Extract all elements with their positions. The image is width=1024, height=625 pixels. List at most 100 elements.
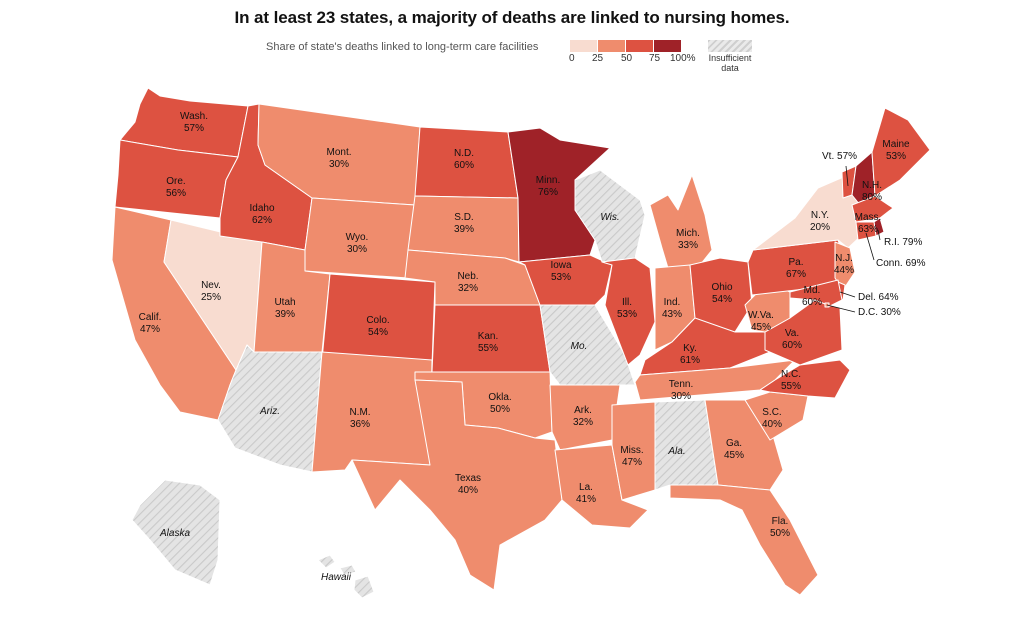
state-n-c [759, 359, 851, 399]
label-okla: Okla. [488, 392, 511, 403]
state-ill [601, 257, 656, 366]
value-pa: 67% [786, 269, 806, 280]
label-r-i: R.I. 79% [884, 237, 922, 248]
leader-line-vt [845, 165, 849, 187]
state-wyo [304, 197, 416, 279]
label-del: Del. 64% [858, 292, 899, 303]
label-vt: Vt. 57% [822, 151, 857, 162]
value-s-c: 40% [762, 419, 782, 430]
value-w-va: 45% [751, 322, 771, 333]
legend-tick-100: 100% [670, 53, 696, 64]
label-kan: Kan. [478, 331, 499, 342]
state-iowa [518, 254, 613, 306]
value-ga: 45% [724, 450, 744, 461]
state-n-j [834, 241, 856, 291]
value-neb: 32% [458, 283, 478, 294]
value-la: 41% [576, 494, 596, 505]
value-s-d: 39% [454, 224, 474, 235]
label-s-c: S.C. [762, 407, 781, 418]
legend-tick-0: 0 [569, 53, 575, 64]
state-hawaii-island-3 [353, 575, 375, 599]
label-maine: Maine [882, 139, 910, 150]
leader-line-d-c [826, 304, 856, 313]
legend-swatch-25-50 [598, 40, 625, 52]
label-ohio: Ohio [711, 282, 733, 293]
label-pa: Pa. [788, 257, 803, 268]
label-fla: Fla. [772, 516, 789, 527]
label-mich: Mich. [676, 228, 700, 239]
label-neb: Neb. [457, 271, 478, 282]
value-maine: 53% [886, 151, 906, 162]
value-ohio: 54% [712, 294, 732, 305]
chart-title: In at least 23 states, a majority of dea… [234, 8, 790, 27]
legend: 0 25 50 75 100% Insufficient data [569, 40, 760, 80]
state-n-m [311, 351, 433, 473]
value-n-d: 60% [454, 160, 474, 171]
label-tenn: Tenn. [669, 379, 693, 390]
label-colo: Colo. [366, 315, 389, 326]
value-mich: 33% [678, 240, 698, 251]
state-mass [851, 195, 894, 223]
state-mich [649, 174, 713, 269]
label-ore: Ore. [166, 176, 185, 187]
legend-swatch-50-75 [626, 40, 653, 52]
value-n-h: 80% [862, 192, 882, 203]
value-fla: 50% [770, 528, 790, 539]
legend-insufficient-line1: Insufficient [708, 53, 752, 63]
state-hawaii [317, 554, 336, 569]
value-calif: 47% [140, 324, 160, 335]
label-hawaii: Hawaii [321, 572, 352, 583]
label-texas: Texas [455, 473, 481, 484]
state-va [764, 299, 843, 366]
label-n-h: N.H. [862, 180, 882, 191]
label-ind: Ind. [664, 297, 681, 308]
value-mass: 63% [858, 224, 878, 235]
value-iowa: 53% [551, 272, 571, 283]
label-conn: Conn. 69% [876, 258, 926, 269]
label-n-j: N.J. [835, 253, 853, 264]
label-ariz: Ariz. [259, 406, 280, 417]
state-conn [855, 221, 877, 241]
legend-swatch-75-100 [654, 40, 681, 52]
label-va: Va. [785, 328, 799, 339]
label-s-d: S.D. [454, 212, 473, 223]
legend-tick-75: 75 [649, 53, 661, 64]
label-wis: Wis. [600, 212, 619, 223]
state-hawaii-island-2 [339, 564, 357, 576]
value-idaho: 62% [252, 215, 272, 226]
label-utah: Utah [274, 297, 295, 308]
value-minn: 76% [538, 187, 558, 198]
state-fla [669, 484, 819, 596]
label-wyo: Wyo. [346, 232, 369, 243]
label-md: Md. [804, 285, 821, 296]
label-mass: Mass. [855, 212, 882, 223]
legend-insufficient-line2: data [721, 63, 739, 73]
label-mo: Mo. [571, 341, 588, 352]
value-wyo: 30% [347, 244, 367, 255]
label-idaho: Idaho [249, 203, 274, 214]
value-n-y: 20% [810, 222, 830, 233]
label-iowa: Iowa [550, 260, 572, 271]
value-texas: 40% [458, 485, 478, 496]
value-okla: 50% [490, 404, 510, 415]
label-minn: Minn. [536, 175, 560, 186]
state-ark [549, 384, 621, 451]
leader-line-del [839, 291, 856, 298]
legend-tick-50: 50 [621, 53, 633, 64]
label-la: La. [579, 482, 593, 493]
value-n-m: 36% [350, 419, 370, 430]
label-ark: Ark. [574, 405, 592, 416]
value-tenn: 30% [671, 391, 691, 402]
value-nev: 25% [201, 292, 221, 303]
value-kan: 55% [478, 343, 498, 354]
state-s-c [744, 391, 809, 441]
label-n-d: N.D. [454, 148, 474, 159]
label-nev: Nev. [201, 280, 221, 291]
label-n-c: N.C. [781, 369, 801, 380]
label-ala: Ala. [667, 446, 685, 457]
value-ky: 61% [680, 355, 700, 366]
label-wash: Wash. [180, 111, 208, 122]
value-va: 60% [782, 340, 802, 351]
legend-tick-25: 25 [592, 53, 604, 64]
